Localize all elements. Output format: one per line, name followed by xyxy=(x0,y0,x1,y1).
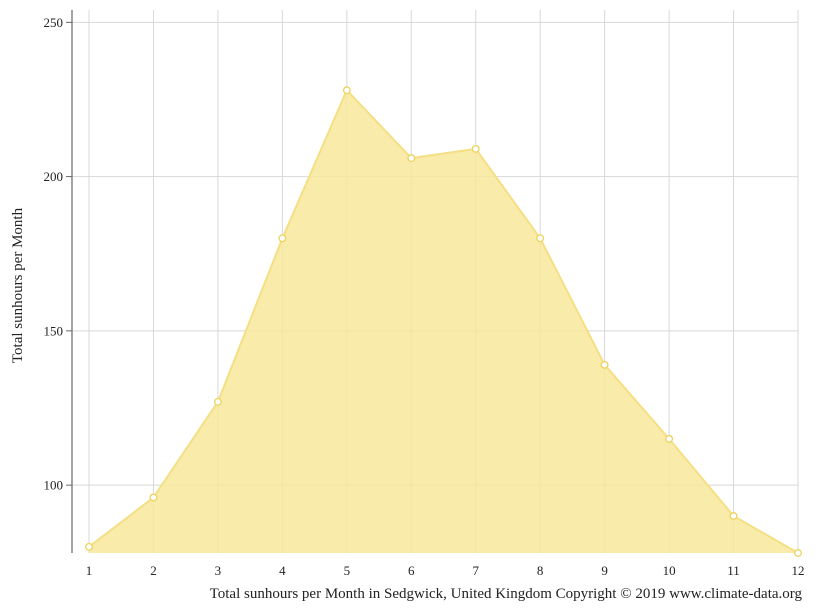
series-line xyxy=(88,89,799,554)
data-point xyxy=(85,542,93,551)
data-point xyxy=(665,434,674,443)
data-point xyxy=(278,234,287,243)
x-tick-label: 1 xyxy=(86,563,93,578)
chart-caption: Total sunhours per Month in Sedgwick, Un… xyxy=(210,586,803,602)
data-point xyxy=(213,397,222,406)
area-layer xyxy=(88,89,799,554)
data-point xyxy=(149,493,158,502)
data-point xyxy=(600,360,609,369)
data-point xyxy=(407,154,416,163)
data-point xyxy=(729,512,738,520)
x-tick-label: 12 xyxy=(792,563,805,578)
x-tick-label: 7 xyxy=(472,563,479,578)
data-point xyxy=(536,234,545,243)
y-tick-label: 250 xyxy=(44,15,64,30)
y-tick-label: 200 xyxy=(44,169,64,184)
x-tick-label: 11 xyxy=(727,563,740,578)
axes xyxy=(66,10,73,553)
area-fill xyxy=(89,90,798,553)
y-axis-title: Total sunhours per Month xyxy=(10,207,26,363)
y-tick-label: 150 xyxy=(44,323,64,338)
data-point xyxy=(794,549,802,557)
x-tick-label: 10 xyxy=(663,563,676,578)
x-tick-label: 4 xyxy=(279,563,286,578)
data-markers xyxy=(85,86,802,557)
data-point xyxy=(342,86,351,95)
x-tick-label: 3 xyxy=(215,563,222,578)
data-point xyxy=(471,144,480,153)
x-tick-label: 8 xyxy=(537,563,544,578)
x-tick-label: 6 xyxy=(408,563,415,578)
y-tick-label: 100 xyxy=(44,478,64,493)
x-tick-label: 5 xyxy=(344,563,351,578)
x-tick-label: 2 xyxy=(150,563,157,578)
x-tick-label: 9 xyxy=(601,563,608,578)
